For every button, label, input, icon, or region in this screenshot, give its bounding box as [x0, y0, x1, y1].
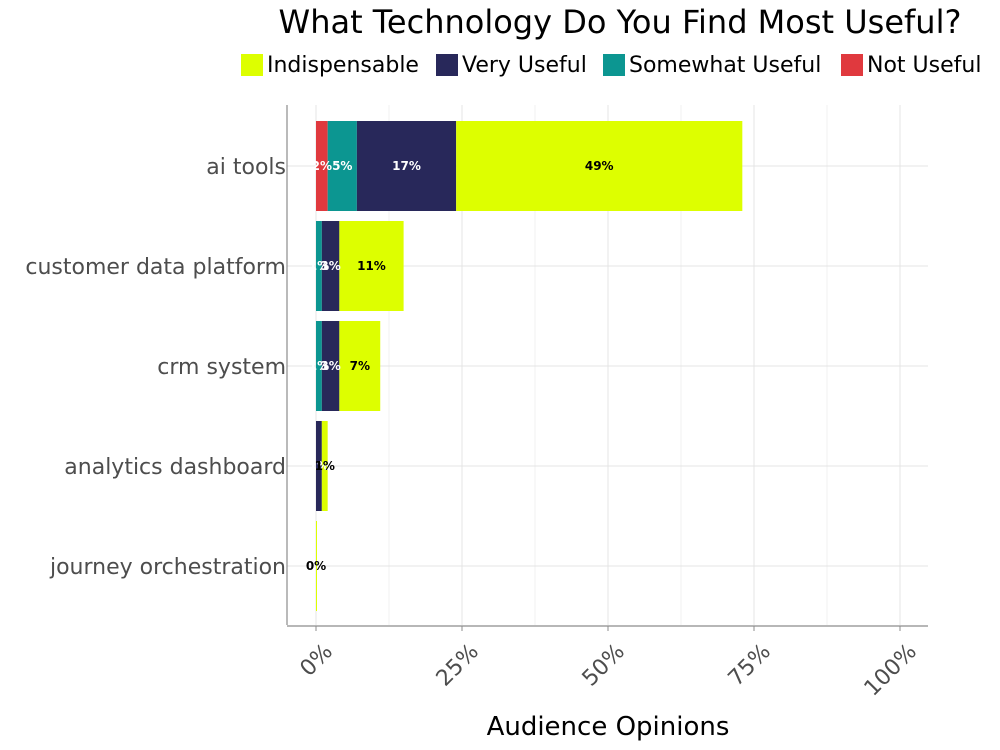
legend-label-very-useful: Very Useful [462, 53, 587, 78]
data-label-customer-data-platform-very-useful: 3% [320, 259, 340, 273]
data-label-ai-tools-indispensable: 49% [585, 159, 614, 173]
data-label-analytics-dashboard-indispensable: 1% [315, 459, 335, 473]
data-label-ai-tools-not-useful: 2% [312, 159, 332, 173]
bar-customer-data-platform-indispensable [339, 221, 404, 311]
bar-crm-system-very-useful [321, 321, 340, 411]
bar-ai-tools-somewhat-useful [327, 121, 357, 211]
legend: Indispensable Very Useful Somewhat Useful N… [241, 53, 981, 78]
x-axis-title: Audience Opinions [487, 712, 730, 742]
y-tick-label: journey orchestration [49, 555, 286, 580]
data-label-ai-tools-somewhat-useful: 5% [332, 159, 352, 173]
data-label-journey-orchestration-indispensable: 0% [306, 559, 326, 573]
data-label-ai-tools-very-useful: 17% [392, 159, 421, 173]
legend-label-indispensable: Indispensable [267, 53, 419, 78]
data-label-analytics-dashboard-very-useful: 1% [309, 459, 329, 473]
legend-label-somewhat-useful: Somewhat Useful [629, 53, 821, 78]
y-tick-label: crm system [157, 355, 286, 380]
y-tick-label: analytics dashboard [64, 455, 286, 480]
bar-customer-data-platform-very-useful [321, 221, 340, 311]
bar-crm-system-somewhat-useful [316, 321, 322, 411]
legend-swatch-indispensable [241, 54, 263, 76]
bar-ai-tools-very-useful [356, 121, 457, 211]
x-tick-label: 25% [432, 639, 484, 691]
x-tick-label: 75% [724, 639, 776, 691]
x-tick-label: 0% [296, 639, 338, 681]
data-label-customer-data-platform-somewhat-useful: 1% [309, 259, 329, 273]
bar-ai-tools-not-useful [316, 121, 328, 211]
legend-label-not-useful: Not Useful [867, 53, 981, 78]
bar-customer-data-platform-somewhat-useful [316, 221, 322, 311]
data-label-customer-data-platform-indispensable: 11% [357, 259, 386, 273]
data-label-crm-system-indispensable: 7% [350, 359, 370, 373]
legend-swatch-somewhat-useful [603, 54, 625, 76]
bars: 2% 5% 17% 49%1%3% 11%1%3% 7%1%1%0% [306, 121, 743, 611]
x-tick-label: 50% [578, 639, 630, 691]
y-tick-label: customer data platform [25, 255, 286, 280]
chart-title: What Technology Do You Find Most Useful? [279, 3, 962, 41]
bar-journey-orchestration-indispensable [316, 521, 317, 611]
bar-crm-system-indispensable [339, 321, 381, 411]
bar-ai-tools-indispensable [456, 121, 743, 211]
data-label-crm-system-somewhat-useful: 1% [309, 359, 329, 373]
bar-analytics-dashboard-indispensable [321, 421, 328, 511]
bar-analytics-dashboard-very-useful [316, 421, 322, 511]
x-tick-label: 100% [860, 639, 922, 701]
legend-swatch-not-useful [841, 54, 863, 76]
legend-swatch-very-useful [436, 54, 458, 76]
y-tick-label: ai tools [206, 155, 286, 180]
data-label-crm-system-very-useful: 3% [320, 359, 340, 373]
